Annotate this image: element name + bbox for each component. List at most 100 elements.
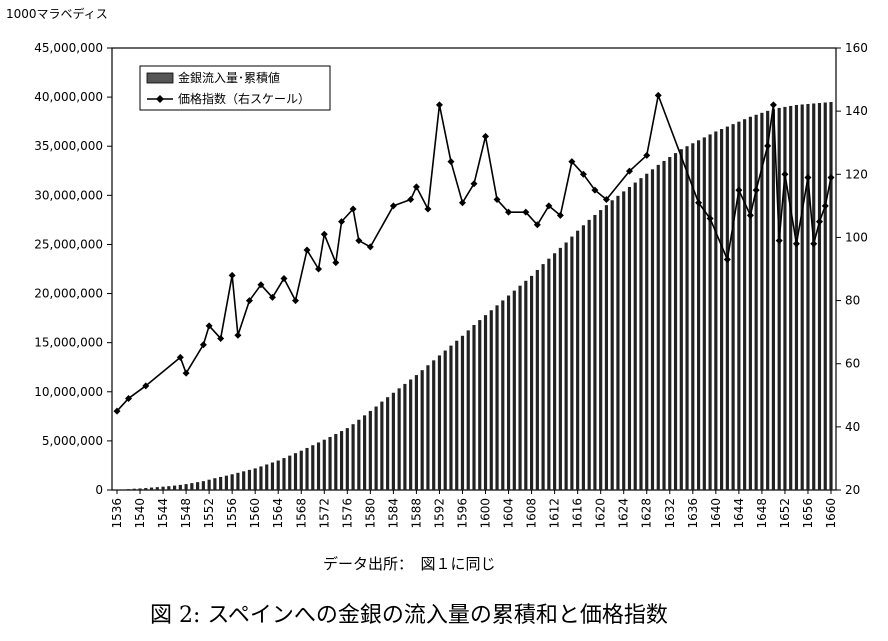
cumulative-bar <box>167 486 171 490</box>
price-index-point <box>320 230 328 238</box>
cumulative-bar <box>345 428 349 490</box>
cumulative-bar <box>299 450 303 490</box>
cumulative-bar <box>432 360 436 490</box>
cumulative-bar <box>230 474 234 490</box>
price-index-point <box>176 353 184 361</box>
legend-bar-swatch <box>146 72 174 84</box>
cumulative-bar <box>322 439 326 490</box>
cumulative-bar <box>293 453 298 490</box>
right-tick-label: 40 <box>845 420 860 434</box>
x-tick-label: 1620 <box>594 498 608 529</box>
price-index-point <box>424 205 432 213</box>
cumulative-bar <box>374 406 378 490</box>
price-index-point <box>625 167 633 175</box>
price-index-point <box>349 205 357 213</box>
price-index-point <box>389 202 397 210</box>
legend-line-label: 価格指数（右スケール） <box>178 91 310 106</box>
unit-label: 1000マラベディス <box>6 6 108 21</box>
cumulative-bar <box>604 205 609 490</box>
price-index-point <box>182 369 190 377</box>
price-index-point <box>505 208 513 216</box>
cumulative-bar <box>155 487 159 490</box>
x-tick-label: 1616 <box>571 498 585 529</box>
price-index-point <box>234 331 242 339</box>
cumulative-bar <box>138 488 142 490</box>
cumulative-bar <box>501 300 505 490</box>
right-tick-label: 60 <box>845 357 860 371</box>
price-index-point <box>643 151 651 159</box>
x-tick-label: 1604 <box>502 498 516 529</box>
x-tick-label: 1656 <box>801 498 815 529</box>
price-index-point <box>482 132 490 140</box>
price-index-point <box>125 394 133 402</box>
cumulative-bar <box>524 280 528 490</box>
right-tick-label: 160 <box>845 41 868 55</box>
cumulative-bar <box>512 290 516 490</box>
x-tick-label: 1624 <box>617 498 631 529</box>
cumulative-bar <box>633 182 637 490</box>
cumulative-bar <box>812 103 816 491</box>
cumulative-bar <box>823 102 827 490</box>
x-tick-label: 1584 <box>386 498 400 529</box>
x-axis: 1536 1540 1544 1548 1552 1556 1560 1564 1568 1572… <box>110 490 838 529</box>
price-index-point <box>493 196 501 204</box>
price-index-point <box>821 202 829 210</box>
price-index-point <box>775 237 783 245</box>
cumulative-bar <box>789 105 793 490</box>
x-tick-label: 1572 <box>317 498 331 529</box>
cumulative-bar <box>460 335 465 490</box>
price-index-point <box>533 221 541 229</box>
figure-caption: 図 2: スペインへの金銀の流入量の累積和と価格指数 <box>150 603 668 628</box>
cumulative-bar <box>236 472 240 490</box>
left-tick-label: 40,000,000 <box>34 90 103 104</box>
cumulative-bar <box>766 110 770 491</box>
left-axis: 0 5,000,000 10,000,000 15,000,000 20,000,000… <box>34 41 112 497</box>
price-index-point <box>199 341 207 349</box>
price-index-point <box>292 297 299 305</box>
x-tick-label: 1660 <box>824 498 838 529</box>
left-tick-label: 35,000,000 <box>34 139 103 153</box>
x-tick-label: 1644 <box>732 498 746 529</box>
x-tick-label: 1608 <box>525 498 539 529</box>
price-index-point <box>522 208 530 216</box>
price-index-point <box>804 173 812 181</box>
cumulative-bar <box>259 466 263 490</box>
cumulative-bar <box>391 392 395 490</box>
cumulative-bar <box>495 305 499 490</box>
left-tick-label: 25,000,000 <box>34 237 103 251</box>
price-index-point <box>142 382 150 390</box>
price-index-point <box>706 214 714 222</box>
price-index-point <box>412 183 420 191</box>
x-tick-label: 1628 <box>640 498 654 529</box>
cumulative-bar <box>420 370 424 490</box>
x-tick-label: 1612 <box>548 498 562 529</box>
cumulative-bar <box>357 419 361 490</box>
price-index-point <box>245 297 253 305</box>
cumulative-bar <box>363 415 367 490</box>
cumulative-bar <box>829 102 833 491</box>
cumulative-bar <box>339 431 344 490</box>
cumulative-bar <box>276 460 280 490</box>
cumulative-bar <box>656 164 660 490</box>
cumulative-bar <box>316 442 321 490</box>
cumulative-bar <box>443 350 447 490</box>
cumulative-bar <box>553 253 557 490</box>
cumulative-bar <box>478 320 482 490</box>
price-index-point <box>764 142 772 150</box>
x-tick-label: 1588 <box>409 498 423 529</box>
cumulative-bar <box>547 258 551 490</box>
cumulative-bar <box>144 488 148 490</box>
cumulative-bar <box>455 340 459 490</box>
cumulative-bar <box>743 119 747 490</box>
price-index-series <box>113 91 835 415</box>
cumulative-bar <box>581 225 585 490</box>
cumulative-bar <box>328 436 332 490</box>
cumulative-bar <box>587 219 591 490</box>
x-tick-label: 1580 <box>363 498 377 529</box>
cumulative-bar <box>627 186 632 491</box>
left-tick-label: 30,000,000 <box>34 188 103 202</box>
cumulative-bar <box>219 476 223 490</box>
x-tick-label: 1640 <box>709 498 723 529</box>
legend: 金銀流入量･累積値 価格指数（右スケール） <box>139 65 331 111</box>
price-index-point <box>332 259 340 267</box>
